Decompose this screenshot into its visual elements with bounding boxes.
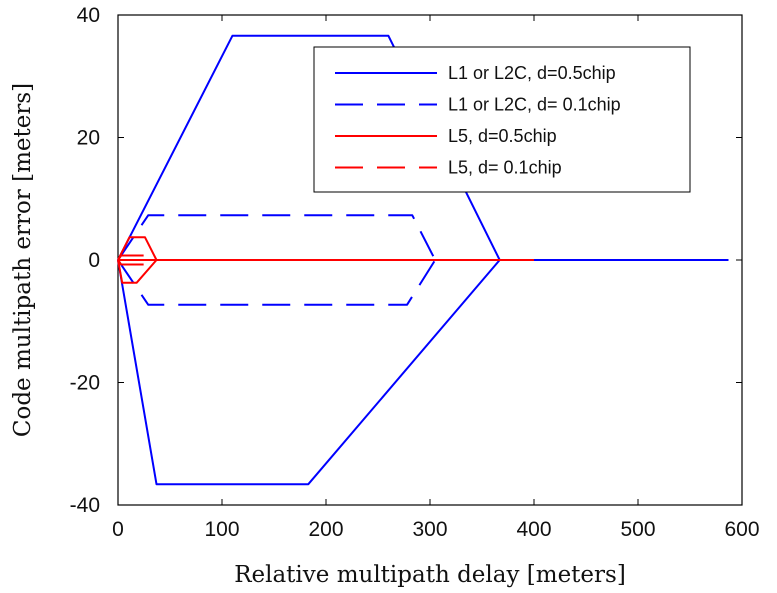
x-axis-label: Relative multipath delay [meters] <box>234 562 626 588</box>
y-tick-label: -40 <box>70 494 100 517</box>
series-line <box>117 254 152 261</box>
series-line <box>117 259 152 266</box>
x-tick-label: 200 <box>308 518 343 541</box>
x-tick-label: 400 <box>516 518 551 541</box>
y-axis-label: Code multipath error [meters] <box>10 83 36 437</box>
legend-label: L5, d=0.5chip <box>448 126 557 146</box>
legend-label: L1 or L2C, d= 0.1chip <box>448 95 621 115</box>
y-tick-label: -20 <box>70 372 100 395</box>
x-tick-label: 300 <box>412 518 447 541</box>
series-line <box>117 259 158 284</box>
y-tick-label: 0 <box>88 249 100 272</box>
legend-label: L5, d= 0.1chip <box>448 158 562 178</box>
series-4 <box>117 254 534 266</box>
x-tick-label: 0 <box>112 518 124 541</box>
legend: L1 or L2C, d=0.5chip L1 or L2C, d= 0.1chi… <box>313 46 691 193</box>
series-line <box>117 236 158 261</box>
x-tick-label: 100 <box>204 518 239 541</box>
axis-ticks: 0 100 200 300 400 500 600 -40 -20 0 20 40 <box>70 4 760 541</box>
legend-label: L1 or L2C, d=0.5chip <box>448 63 616 83</box>
y-tick-label: 40 <box>77 4 100 27</box>
x-tick-label: 500 <box>620 518 655 541</box>
legend-box <box>313 46 691 193</box>
series-line <box>117 259 501 486</box>
x-tick-label: 600 <box>724 518 759 541</box>
y-tick-label: 20 <box>77 127 100 150</box>
